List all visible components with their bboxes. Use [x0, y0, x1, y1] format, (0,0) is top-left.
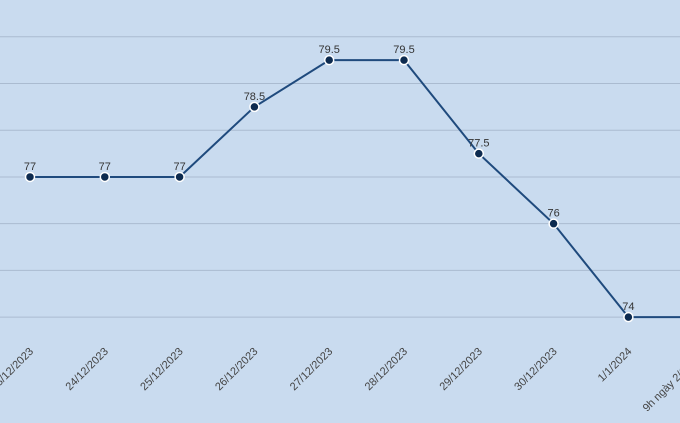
- x-tick-label: 28/12/2023: [363, 346, 410, 393]
- point: [623, 311, 634, 323]
- line: [30, 59, 680, 319]
- point: [99, 171, 111, 183]
- x-tick-label: 24/12/2023: [64, 346, 111, 393]
- point: [174, 171, 185, 183]
- x-tick-label: 26/12/2023: [213, 346, 260, 393]
- x-tick-label: 1/1/2024: [596, 346, 635, 385]
- value-label: 78.5: [244, 91, 265, 103]
- value-label: 77: [173, 161, 185, 173]
- point: [398, 54, 410, 66]
- x-tick-label: 29/12/2023: [438, 346, 485, 393]
- x-tick-label: 25/12/2023: [138, 346, 185, 393]
- x-tick-label: 27/12/2023: [288, 346, 335, 393]
- point: [548, 218, 559, 229]
- value-label: 77: [24, 161, 36, 173]
- value-label: 79.5: [318, 44, 339, 56]
- x-tick-label: 23/12/2023: [0, 346, 36, 393]
- x-tick-label: 30/12/2023: [512, 346, 559, 393]
- value-label: 74: [622, 301, 634, 313]
- point: [473, 148, 485, 159]
- value-label: 79.5: [393, 44, 414, 56]
- point: [24, 171, 36, 183]
- x-tick-label: 9h ngày 2/1/2024: [641, 346, 680, 415]
- value-label: 77: [99, 161, 111, 173]
- value-label: 77.5: [468, 138, 489, 150]
- point: [249, 101, 260, 113]
- point: [323, 54, 335, 66]
- value-label: 76: [547, 208, 559, 220]
